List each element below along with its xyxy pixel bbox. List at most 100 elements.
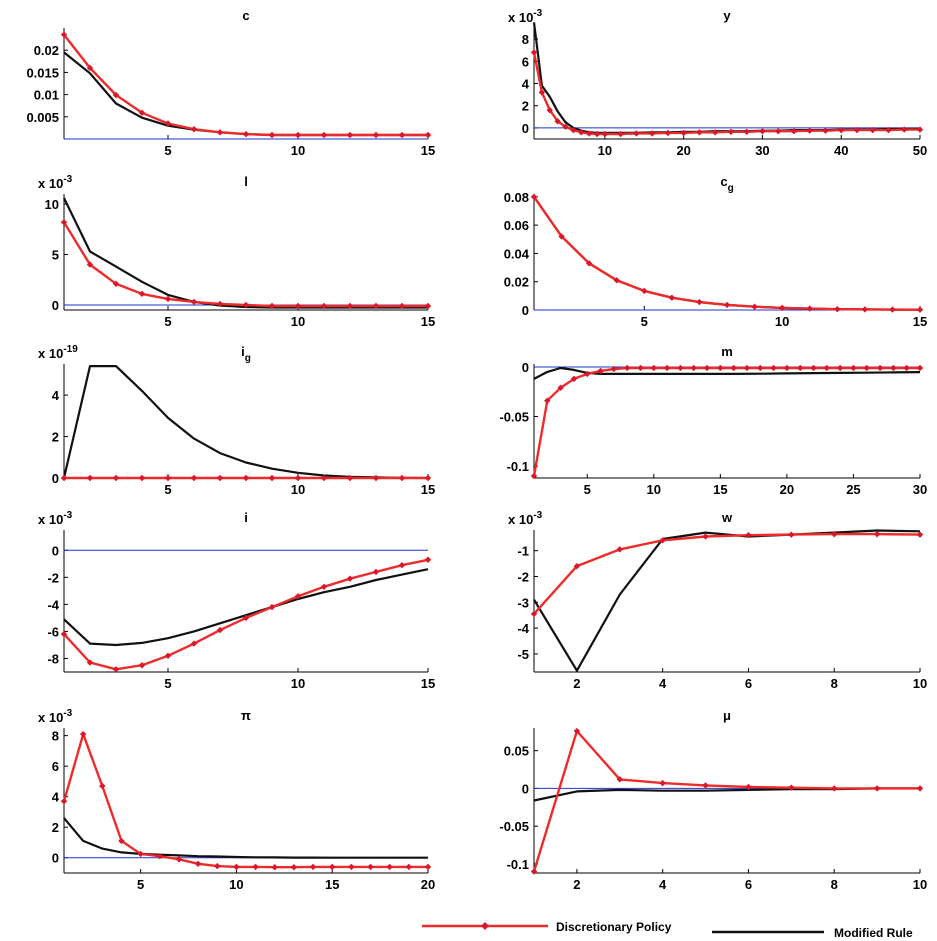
data-point [320,474,328,482]
data-point [242,130,250,138]
subplot-3: cg 0 0.02 0.04 0.06 0.08 5 10 15 [504,174,928,329]
data-point [876,364,884,372]
data-point [677,364,684,372]
x-tick-label: 2 [573,676,580,691]
data-point [242,301,250,309]
x-tick-label: 10 [291,676,305,691]
x-tick-label: 15 [421,676,435,691]
data-point [372,568,380,576]
data-point [770,364,777,372]
data-point [916,126,924,133]
data-point [60,31,68,38]
data-point [367,863,374,871]
data-point [294,593,302,600]
y-tick-label: 0 [52,471,59,486]
data-point [268,302,276,310]
legend-label-discretionary: Discretionary Policy [556,920,672,934]
x-tick-label: 6 [745,877,752,892]
data-point [610,365,618,373]
y-tick-label: 0 [522,121,529,136]
data-point [616,546,623,553]
data-point [696,129,703,136]
series-modified [63,51,428,137]
y-tick-label: 0.015 [26,65,59,80]
subplot-title: w [721,510,733,525]
data-point [916,306,924,313]
y-tick-label: 0.04 [504,246,530,261]
series-modified [533,366,921,380]
data-point [320,302,328,310]
y-tick-label: 4 [522,77,530,92]
y-tick-label: 0 [522,781,529,796]
y-tick-label: 0.01 [34,88,59,103]
data-point [386,863,393,871]
y-tick-label: 0 [52,851,59,866]
subplot-title: c [242,8,249,23]
data-point [79,730,87,738]
y-tick-label: 2 [52,430,59,445]
x-tick-label: 5 [641,314,648,329]
x-tick-label: 10 [291,482,305,497]
data-point [346,302,354,310]
x-tick-label: 15 [913,314,927,329]
x-tick-label: 30 [755,143,769,158]
data-point [861,306,869,313]
y-tick-label: 0.02 [34,43,59,58]
y-tick-label: 4 [52,790,60,805]
subplot-7: w x 10-3 -5 -4 -3 -2 -1 2 4 6 8 10 [508,510,927,691]
data-point [164,652,172,659]
data-point [60,219,68,226]
series-modified [62,365,429,480]
series-discretionary [533,532,921,615]
data-point [869,126,876,134]
data-point [424,302,432,310]
data-point [743,128,750,135]
data-point [850,364,857,372]
data-point [86,474,94,482]
data-point [853,126,861,134]
data-point [633,130,640,137]
y-tick-label: 8 [522,32,529,47]
data-point [164,120,172,127]
data-point [901,126,908,133]
data-point [405,863,413,871]
data-point [680,129,687,137]
data-point [650,364,657,372]
y-tick-label: -0.1 [507,857,529,872]
subplot-title: y [723,8,731,23]
data-point [659,779,666,787]
y-tick-label: 0 [52,298,59,313]
y-tick-label: 2 [52,820,59,835]
data-point [271,864,278,871]
data-point [863,364,870,372]
data-point [242,474,250,482]
data-point [398,302,406,310]
data-point [873,530,881,538]
data-point [743,364,751,372]
series-discretionary [532,366,920,477]
subplot-8: π x 10-3 0 2 4 6 8 5 10 15 20 [38,708,435,892]
data-point [290,864,298,871]
y-tick-label: -8 [47,651,59,666]
data-point [916,531,924,538]
data-point [873,785,881,792]
data-point [398,131,406,139]
data-point [138,474,146,482]
data-point [60,630,68,638]
data-point [164,474,172,482]
exponent-label: x 10-3 [508,510,543,527]
x-tick-label: 8 [831,877,838,892]
data-point [372,302,380,310]
data-point [668,294,676,301]
data-point [573,562,581,570]
data-point [578,129,585,136]
y-tick-label: -2 [47,570,59,585]
subplot-6: i x 10-3 -8 -6 -4 -2 0 5 10 15 [38,510,435,691]
data-point [112,280,120,287]
x-tick-label: 30 [913,482,927,497]
data-point [585,260,593,267]
series-modified [63,568,429,647]
x-tick-label: 10 [291,143,305,158]
data-point [268,131,276,139]
